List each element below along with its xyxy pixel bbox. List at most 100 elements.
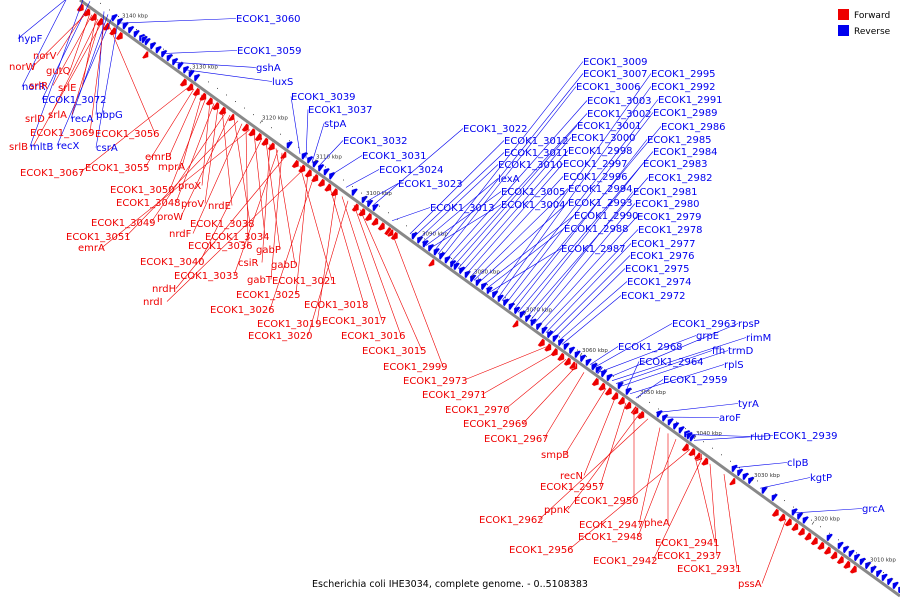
kbp-tick-label: 3070 kbp xyxy=(526,307,552,313)
forward-gene-arrow xyxy=(427,258,435,267)
axis-dot xyxy=(478,277,479,279)
axis-dot xyxy=(559,336,560,338)
forward-gene-arrow xyxy=(317,178,326,188)
reverse-gene-label: ECOK1_2997 xyxy=(563,159,628,170)
forward-gene-arrow xyxy=(842,560,851,570)
reverse-leader-line xyxy=(553,268,626,339)
forward-leader-line xyxy=(52,14,93,86)
forward-gene-arrow xyxy=(803,531,812,541)
kbp-tick-label: 3050 kbp xyxy=(640,390,666,396)
reverse-gene-label: grpE xyxy=(696,331,719,342)
axis-dot xyxy=(352,186,353,188)
kbp-tick-mark xyxy=(811,521,815,525)
reverse-gene-label: ECOK1_2992 xyxy=(651,82,716,93)
axis-dot xyxy=(730,460,731,462)
forward-gene-label: recN xyxy=(560,471,583,482)
axis-dot xyxy=(667,415,668,417)
reverse-gene-arrow xyxy=(864,561,872,570)
reverse-leader-line xyxy=(629,364,725,395)
reverse-gene-label: ECOK1_2995 xyxy=(651,69,716,80)
forward-leader-line xyxy=(652,457,703,561)
legend-reverse-swatch xyxy=(838,25,849,36)
reverse-gene-label: stpA xyxy=(324,119,346,130)
forward-gene-label: ECOK1_2947 xyxy=(579,520,644,531)
axis-dot xyxy=(523,310,524,312)
reverse-leader-line xyxy=(759,477,811,489)
reverse-gene-arrow xyxy=(491,290,499,299)
forward-leader-line xyxy=(192,123,243,234)
forward-leader-line xyxy=(504,359,567,410)
axis-dot xyxy=(721,454,722,456)
reverse-gene-label: ECOK1_2964 xyxy=(639,357,704,368)
reverse-gene-arrow xyxy=(667,417,675,427)
axis-dot xyxy=(370,199,371,201)
forward-gene-label: ppnK xyxy=(544,505,570,516)
forward-gene-arrow xyxy=(816,541,825,551)
reverse-gene-label: ECOK1_2972 xyxy=(621,291,686,302)
forward-gene-arrow xyxy=(849,564,858,574)
kbp-tick-label: 3090 kbp xyxy=(422,232,448,238)
gene-arrows xyxy=(76,3,900,594)
axis-dot xyxy=(307,153,308,155)
reverse-gene-arrow xyxy=(568,346,576,355)
axis-dot xyxy=(289,140,290,142)
forward-gene-arrow xyxy=(623,401,632,411)
reverse-leader-line xyxy=(493,73,652,296)
axis-dot xyxy=(676,421,677,423)
forward-gene-label: ECOK1_2948 xyxy=(578,532,643,543)
reverse-gene-arrow xyxy=(444,255,452,265)
forward-leader-line xyxy=(481,351,557,395)
axis-dot xyxy=(532,316,533,318)
forward-leader-line xyxy=(245,126,249,246)
kbp-tick-mark xyxy=(693,435,697,439)
forward-gene-arrow xyxy=(550,347,559,357)
forward-gene-label: gabT xyxy=(247,275,273,286)
reverse-gene-label: ECOK1_2983 xyxy=(643,159,708,170)
forward-gene-arrow xyxy=(115,31,124,41)
reverse-gene-label: ECOK1_3023 xyxy=(398,179,463,190)
reverse-gene-label: ECOK1_3024 xyxy=(379,165,444,176)
reverse-leader-line xyxy=(635,379,664,399)
reverse-gene-label: ECOK1_2987 xyxy=(561,244,626,255)
reverse-gene-label: ECOK1_3031 xyxy=(362,151,427,162)
forward-gene-arrow xyxy=(823,546,832,556)
reverse-leader-line xyxy=(545,243,632,333)
forward-leader-line xyxy=(180,114,231,217)
axis-dot xyxy=(793,506,794,508)
forward-leader-line xyxy=(265,141,281,250)
forward-gene-label: ECOK1_3015 xyxy=(362,346,427,357)
forward-leader-line xyxy=(307,200,349,336)
reverse-leader-line xyxy=(615,350,713,384)
reverse-gene-label: ECOK1_2996 xyxy=(563,172,628,183)
reverse-leader-line xyxy=(529,191,634,322)
reverse-leader-line xyxy=(521,163,644,316)
kbp-tick-mark xyxy=(189,69,193,73)
reverse-leader-line xyxy=(365,183,399,203)
reverse-gene-label: kgtP xyxy=(810,473,832,484)
reverse-leader-line xyxy=(21,0,67,87)
forward-gene-label: ECOK1_3036 xyxy=(188,241,253,252)
reverse-gene-label: ECOK1_3013 xyxy=(430,203,495,214)
forward-leader-line xyxy=(101,129,251,248)
reverse-leader-line xyxy=(533,203,636,325)
forward-gene-arrow xyxy=(102,21,111,32)
reverse-leader-line xyxy=(425,191,502,246)
forward-leader-line xyxy=(144,88,195,168)
reverse-leader-line xyxy=(417,164,499,240)
axis-dot xyxy=(235,101,236,103)
forward-leader-line xyxy=(353,205,402,336)
reverse-leader-line xyxy=(457,137,572,269)
axis-dot xyxy=(622,382,623,384)
forward-gene-label: ECOK1_3056 xyxy=(95,129,160,140)
reverse-gene-label: pbpG xyxy=(96,110,123,121)
reverse-gene-arrow xyxy=(328,171,336,181)
forward-gene-arrow xyxy=(810,536,819,546)
reverse-gene-arrow xyxy=(853,553,861,562)
reverse-gene-label: ffh xyxy=(712,346,725,357)
reverse-gene-arrow xyxy=(449,259,457,269)
forward-gene-label: proX xyxy=(178,181,201,192)
reverse-gene-arrow xyxy=(837,541,845,550)
forward-leader-line xyxy=(270,152,283,280)
reverse-gene-arrow xyxy=(796,511,804,521)
reverse-gene-label: ECOK1_2994 xyxy=(568,184,633,195)
